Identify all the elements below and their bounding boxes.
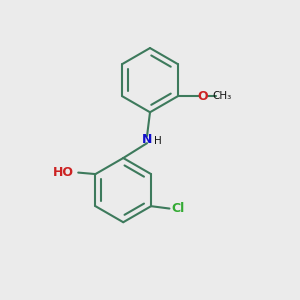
- Text: Cl: Cl: [172, 202, 185, 215]
- Text: CH₃: CH₃: [213, 91, 232, 101]
- Text: O: O: [198, 90, 208, 103]
- Text: N: N: [142, 133, 152, 146]
- Text: H: H: [154, 136, 162, 146]
- Text: HO: HO: [53, 166, 74, 179]
